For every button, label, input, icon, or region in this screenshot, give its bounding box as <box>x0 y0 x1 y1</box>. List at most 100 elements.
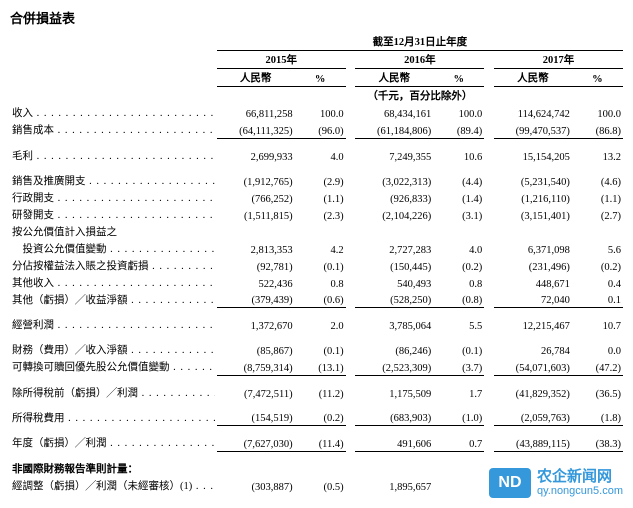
value-cell: (8,759,314) <box>217 358 295 375</box>
pct-cell: (13.1) <box>295 358 346 375</box>
value-cell: 448,671 <box>494 274 572 291</box>
row-label: 按公允價值計入損益之 <box>10 223 217 240</box>
value-cell: (54,071,603) <box>494 358 572 375</box>
row-label: 除所得稅前（虧損）╱利潤 <box>10 384 217 401</box>
pct-cell: (0.2) <box>295 409 346 426</box>
header-unit-note: （千元，百分比除外） <box>217 87 623 105</box>
pct-cell: (3.1) <box>433 206 484 223</box>
header-pct: % <box>295 69 346 87</box>
pct-cell: (0.6) <box>295 291 346 308</box>
pct-cell: 0.0 <box>572 341 623 358</box>
pct-cell: 10.6 <box>433 147 484 164</box>
value-cell: (150,445) <box>355 257 433 274</box>
value-cell: (1,912,765) <box>217 172 295 189</box>
value-cell: 491,606 <box>355 434 433 451</box>
pct-cell: (0.1) <box>295 341 346 358</box>
value-cell: 114,624,742 <box>494 104 572 121</box>
row-label: 經調整（虧損）╱利潤（未經審核）(1) <box>10 477 217 494</box>
header-period: 截至12月31日止年度 <box>217 33 623 51</box>
row-label: 行政開支 <box>10 189 217 206</box>
value-cell: (3,022,313) <box>355 172 433 189</box>
value-cell: 2,727,283 <box>355 240 433 257</box>
pct-cell: 1.7 <box>433 384 484 401</box>
value-cell: 12,215,467 <box>494 316 572 333</box>
header-year-2017: 2017年 <box>494 51 623 69</box>
value-cell: (2,523,309) <box>355 358 433 375</box>
table-body: 收入66,811,258100.068,434,161100.0114,624,… <box>10 104 623 494</box>
value-cell: 1,175,509 <box>355 384 433 401</box>
income-statement-table: 截至12月31日止年度 2015年 2016年 2017年 人民幣 % 人民幣 … <box>10 33 623 494</box>
pct-cell: (96.0) <box>295 121 346 138</box>
value-cell: (1,511,815) <box>217 206 295 223</box>
pct-cell: 0.7 <box>433 434 484 451</box>
value-cell: 68,434,161 <box>355 104 433 121</box>
pct-cell: 0.4 <box>572 274 623 291</box>
pct-cell: 13.2 <box>572 147 623 164</box>
pct-cell: 4.0 <box>295 147 346 164</box>
pct-cell: (1.1) <box>295 189 346 206</box>
row-label: 其他（虧損）╱收益淨額 <box>10 291 217 308</box>
pct-cell: 0.1 <box>572 291 623 308</box>
pct-cell: 2.0 <box>295 316 346 333</box>
row-label: 投資公允價值變動 <box>10 240 217 257</box>
pct-cell: (0.5) <box>295 477 346 494</box>
header-year-2016: 2016年 <box>355 51 484 69</box>
row-label: 銷售及推廣開支 <box>10 172 217 189</box>
pct-cell: (0.8) <box>433 291 484 308</box>
row-label: 收入 <box>10 104 217 121</box>
value-cell: 3,785,064 <box>355 316 433 333</box>
pct-cell: (2.3) <box>295 206 346 223</box>
pct-cell: 5.5 <box>433 316 484 333</box>
value-cell: (154,519) <box>217 409 295 426</box>
value-cell: (41,829,352) <box>494 384 572 401</box>
value-cell: 2,813,353 <box>217 240 295 257</box>
row-label: 可轉換可贖回優先股公允價值變動 <box>10 358 217 375</box>
header-ccy: 人民幣 <box>494 69 572 87</box>
value-cell: (1,216,110) <box>494 189 572 206</box>
value-cell: (64,111,325) <box>217 121 295 138</box>
value-cell: (528,250) <box>355 291 433 308</box>
row-label: 其他收入 <box>10 274 217 291</box>
value-cell: 72,040 <box>494 291 572 308</box>
pct-cell: (1.1) <box>572 189 623 206</box>
value-cell: 1,895,657 <box>355 477 433 494</box>
value-cell: (303,887) <box>217 477 295 494</box>
value-cell: 522,436 <box>217 274 295 291</box>
pct-cell: 100.0 <box>433 104 484 121</box>
pct-cell: (2.7) <box>572 206 623 223</box>
value-cell: (379,439) <box>217 291 295 308</box>
value-cell: (2,104,226) <box>355 206 433 223</box>
pct-cell: (11.4) <box>295 434 346 451</box>
value-cell: (61,184,806) <box>355 121 433 138</box>
pct-cell: (1.8) <box>572 409 623 426</box>
pct-cell: 4.0 <box>433 240 484 257</box>
pct-cell: 100.0 <box>572 104 623 121</box>
pct-cell: 5.6 <box>572 240 623 257</box>
value-cell: (7,627,030) <box>217 434 295 451</box>
pct-cell: (1.4) <box>433 189 484 206</box>
pct-cell: 100.0 <box>295 104 346 121</box>
row-label: 非國際財務報告準則計量： <box>10 460 217 477</box>
pct-cell: (0.2) <box>433 257 484 274</box>
pct-cell: (11.2) <box>295 384 346 401</box>
header-pct: % <box>572 69 623 87</box>
row-label: 年度（虧損）╱利潤 <box>10 434 217 451</box>
pct-cell: (36.5) <box>572 384 623 401</box>
value-cell: (231,496) <box>494 257 572 274</box>
pct-cell: (3.7) <box>433 358 484 375</box>
value-cell: 540,493 <box>355 274 433 291</box>
pct-cell: 0.8 <box>295 274 346 291</box>
pct-cell: (0.2) <box>572 257 623 274</box>
pct-cell <box>572 477 623 494</box>
pct-cell: 4.2 <box>295 240 346 257</box>
pct-cell: (2.9) <box>295 172 346 189</box>
row-label: 所得稅費用 <box>10 409 217 426</box>
value-cell: (92,781) <box>217 257 295 274</box>
row-label: 分佔按權益法入賬之投資虧損 <box>10 257 217 274</box>
value-cell: 26,784 <box>494 341 572 358</box>
pct-cell: (0.1) <box>295 257 346 274</box>
value-cell: (86,246) <box>355 341 433 358</box>
table-header: 截至12月31日止年度 2015年 2016年 2017年 人民幣 % 人民幣 … <box>10 33 623 104</box>
value-cell: (926,833) <box>355 189 433 206</box>
value-cell: (99,470,537) <box>494 121 572 138</box>
